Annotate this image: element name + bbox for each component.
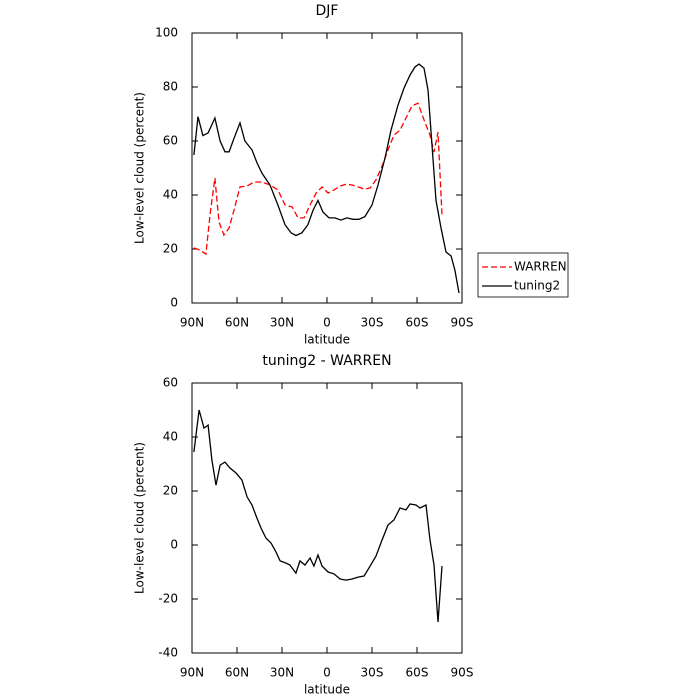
x-tick-label: 90S xyxy=(451,666,474,680)
x-tick-label: 60S xyxy=(406,316,429,330)
x-tick-label: 0 xyxy=(323,316,331,330)
x-axis-label: latitude xyxy=(304,333,350,347)
x-axis-label: latitude xyxy=(304,683,350,697)
x-tick-label: 90N xyxy=(180,666,204,680)
y-axis-label: Low-level cloud (percent) xyxy=(133,92,147,244)
y-tick-label: 100 xyxy=(155,26,178,40)
x-tick-label: 60N xyxy=(225,666,249,680)
y-tick-label: -40 xyxy=(158,646,178,660)
y-tick-label: 40 xyxy=(163,430,178,444)
y-tick-label: 20 xyxy=(163,242,178,256)
y-tick-label: 40 xyxy=(163,188,178,202)
x-tick-label: 30N xyxy=(270,316,294,330)
x-tick-label: 0 xyxy=(323,666,331,680)
x-tick-label: 30S xyxy=(361,666,384,680)
x-tick-label: 30S xyxy=(361,316,384,330)
legend-label: WARREN xyxy=(514,260,567,274)
x-tick-label: 60N xyxy=(225,316,249,330)
plot-frame xyxy=(191,32,463,304)
plot-frame xyxy=(191,382,463,654)
x-tick-label: 90N xyxy=(180,316,204,330)
y-axis-label: Low-level cloud (percent) xyxy=(133,442,147,594)
legend-label: tuning2 xyxy=(514,279,560,293)
x-tick-label: 90S xyxy=(451,316,474,330)
y-tick-label: 60 xyxy=(163,134,178,148)
y-tick-label: 0 xyxy=(170,538,178,552)
y-tick-label: 20 xyxy=(163,484,178,498)
legend-box xyxy=(477,252,569,298)
x-tick-label: 60S xyxy=(406,666,429,680)
data-line xyxy=(193,63,460,294)
chart-title: tuning2 - WARREN xyxy=(262,353,391,369)
y-tick-label: -20 xyxy=(158,592,178,606)
y-tick-label: 0 xyxy=(170,296,178,310)
x-tick-label: 30N xyxy=(270,666,294,680)
data-line xyxy=(193,409,443,623)
y-tick-label: 60 xyxy=(163,376,178,390)
chart-title: DJF xyxy=(316,3,339,19)
y-tick-label: 80 xyxy=(163,80,178,94)
data-line xyxy=(193,102,443,256)
